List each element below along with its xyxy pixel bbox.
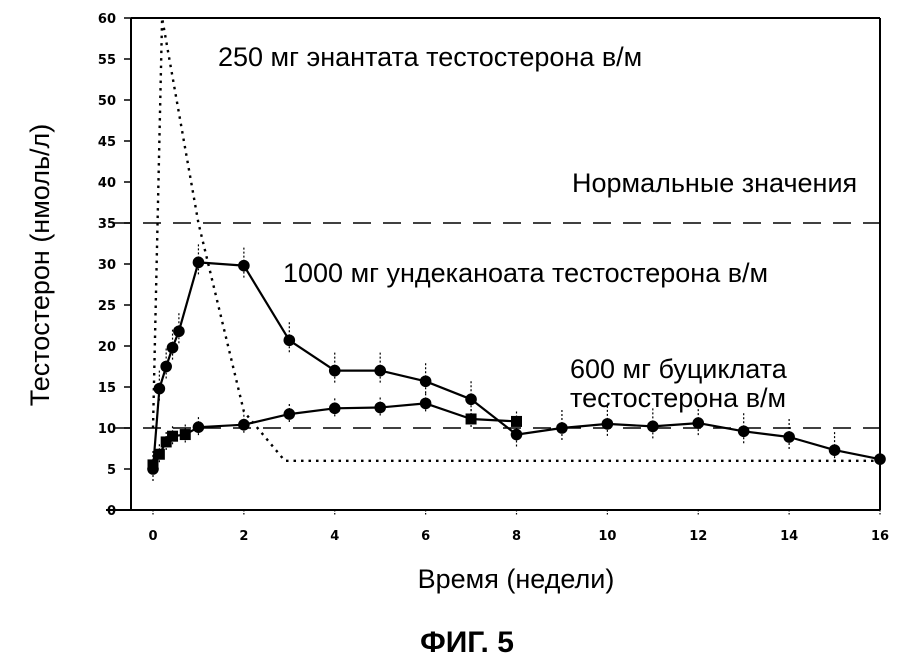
data-point <box>419 397 432 410</box>
data-point <box>147 459 159 471</box>
data-point <box>601 418 614 430</box>
y-tick-label: 55 <box>98 53 116 68</box>
y-tick-label: 45 <box>98 135 116 150</box>
data-series <box>147 16 886 481</box>
x-tick-label: 10 <box>598 529 616 544</box>
data-point <box>419 375 432 388</box>
y-tick-label: 25 <box>98 299 116 314</box>
data-point <box>465 393 477 406</box>
x-tick-label: 12 <box>689 529 707 544</box>
x-axis-label: Время (недели) <box>418 564 615 594</box>
y-axis-label: Тестостерон (нмоль/л) <box>25 124 55 407</box>
data-point <box>783 431 795 443</box>
data-point <box>192 421 205 433</box>
data-point <box>179 429 191 441</box>
data-point <box>153 382 166 395</box>
annotation-label: 1000 мг ундеканоата тестостерона в/м <box>283 258 768 288</box>
x-axis-ticks: 0 2 4 6 8 10 12 14 16 <box>148 510 889 544</box>
x-tick-label: 2 <box>239 529 248 544</box>
data-point <box>874 453 886 465</box>
series-3 <box>147 393 522 473</box>
data-point <box>328 364 341 377</box>
data-point <box>238 418 250 431</box>
data-point <box>737 425 750 438</box>
annotation-label: 250 мг энантата тестостерона в/м <box>218 42 642 72</box>
annotation-line: 600 мг буциклата <box>570 354 788 384</box>
data-point <box>828 444 841 456</box>
annotation-label: Нормальные значения <box>572 168 857 198</box>
data-point <box>192 256 205 269</box>
data-point <box>556 422 568 434</box>
data-point <box>160 360 172 373</box>
data-point <box>465 413 477 425</box>
y-tick-label: 40 <box>98 176 116 191</box>
x-tick-label: 14 <box>780 529 798 544</box>
data-point <box>166 341 179 354</box>
y-axis-ticks: 0 5 10 15 20 25 30 35 40 45 50 55 60 <box>98 12 131 519</box>
annotations: 250 мг энантата тестостерона в/м Нормальн… <box>218 42 857 413</box>
y-tick-label: 0 <box>107 504 116 519</box>
annotation-label: 600 мг буциклата тестостерона в/м <box>570 354 788 413</box>
x-tick-label: 4 <box>330 529 339 544</box>
data-point <box>160 436 172 448</box>
x-tick-label: 16 <box>871 529 889 544</box>
data-point <box>511 415 522 427</box>
y-tick-label: 20 <box>98 340 116 355</box>
y-tick-label: 50 <box>98 94 116 109</box>
y-tick-label: 30 <box>98 258 116 273</box>
data-point <box>153 448 165 460</box>
series-2 <box>147 244 886 481</box>
data-point <box>374 364 386 377</box>
data-point <box>173 325 185 338</box>
data-point <box>692 417 705 429</box>
data-point <box>647 420 659 433</box>
data-point <box>283 334 296 347</box>
data-point <box>283 408 296 420</box>
data-point <box>374 401 386 414</box>
x-tick-label: 0 <box>148 529 157 544</box>
data-point <box>510 428 523 441</box>
figure-caption: ФИГ. 5 <box>420 626 514 659</box>
data-point <box>238 259 250 272</box>
y-tick-label: 15 <box>98 381 116 396</box>
annotation-line: тестостерона в/м <box>570 383 786 413</box>
y-tick-label: 35 <box>98 217 116 232</box>
y-tick-label: 10 <box>98 422 116 437</box>
y-tick-label: 60 <box>98 12 116 27</box>
data-point <box>167 430 179 442</box>
data-point <box>328 402 341 415</box>
x-tick-label: 6 <box>421 529 430 544</box>
x-tick-label: 8 <box>512 529 521 544</box>
y-tick-label: 5 <box>107 463 116 478</box>
